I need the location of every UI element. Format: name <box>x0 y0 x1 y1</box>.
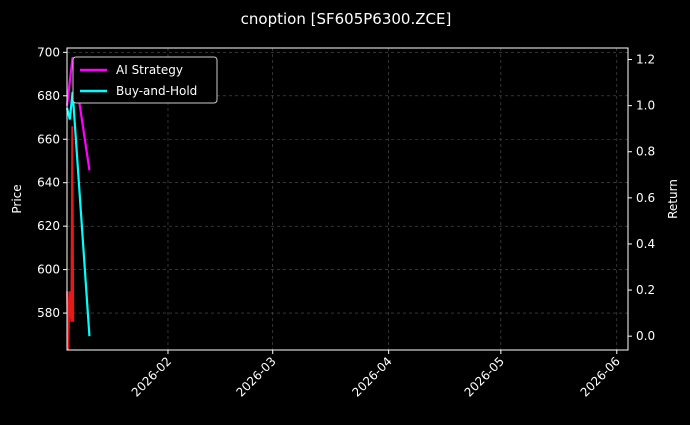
legend: AI Strategy Buy-and-Hold <box>72 56 218 104</box>
x-tick-label: 2026-04 <box>349 354 394 399</box>
y2-tick-label: 1.0 <box>636 99 655 113</box>
y2-tick-label: 0.0 <box>636 329 655 343</box>
x-tick-label: 2026-03 <box>233 354 278 399</box>
series-line-ai-strategy <box>65 57 91 171</box>
y2-axis-label: Return <box>666 179 680 219</box>
y2-tick-label: 0.4 <box>636 237 655 251</box>
legend-label-buy-and-hold: Buy-and-Hold <box>116 84 197 98</box>
y2-tick-label: 0.2 <box>636 283 655 297</box>
y-tick-label: 660 <box>37 132 60 146</box>
y2-tick-label: 1.2 <box>636 53 655 67</box>
legend-label-ai-strategy: AI Strategy <box>116 63 183 77</box>
series-line-buy-and-hold <box>65 91 91 337</box>
y-tick-label: 640 <box>37 176 60 190</box>
y-tick-label: 580 <box>37 306 60 320</box>
y-axis-label: Price <box>10 184 24 213</box>
y-tick-label: 600 <box>37 263 60 277</box>
y-tick-label: 700 <box>37 45 60 59</box>
chart-title: cnoption [SF605P6300.ZCE] <box>241 10 452 28</box>
y-tick-label: 680 <box>37 89 60 103</box>
x-tick-label: 2026-06 <box>578 354 623 399</box>
plot-frame <box>66 47 629 351</box>
x-tick-label: 2026-05 <box>462 354 507 399</box>
y-tick-label: 620 <box>37 219 60 233</box>
y2-tick-label: 0.8 <box>636 145 655 159</box>
y2-tick-label: 0.6 <box>636 191 655 205</box>
x-tick-label: 2026-02 <box>129 354 174 399</box>
price-line <box>66 126 75 351</box>
